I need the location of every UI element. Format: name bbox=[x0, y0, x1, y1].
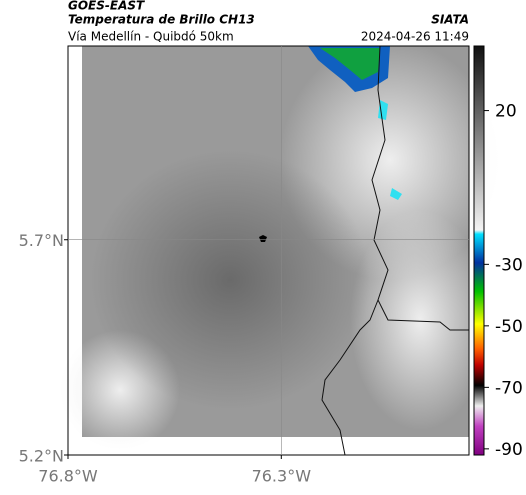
city-marker bbox=[259, 235, 267, 242]
lat-label: 5.2°N bbox=[19, 447, 64, 466]
satellite-image bbox=[60, 40, 500, 450]
colorbar-label: -50 bbox=[495, 317, 523, 337]
colorbar-label: -70 bbox=[495, 378, 523, 398]
colorbar-label: -30 bbox=[495, 255, 523, 275]
subtitle: Temperatura de Brillo CH13 bbox=[68, 13, 255, 27]
source: SIATA bbox=[431, 13, 469, 27]
title: GOES-EAST bbox=[68, 0, 145, 13]
colorbar-label: -90 bbox=[495, 440, 523, 460]
lon-label: 76.8°W bbox=[38, 467, 98, 486]
colorbar-label: 20 bbox=[495, 102, 517, 122]
boundary-line bbox=[321, 45, 469, 456]
datetime: 2024-04-26 11:49 bbox=[361, 30, 469, 44]
lat-label: 5.7°N bbox=[19, 231, 64, 250]
map-frame bbox=[67, 45, 470, 456]
location: Vía Medellín - Quibdó 50km bbox=[68, 30, 234, 44]
lon-label: 76.3°W bbox=[252, 467, 312, 486]
colorbar bbox=[473, 45, 485, 456]
